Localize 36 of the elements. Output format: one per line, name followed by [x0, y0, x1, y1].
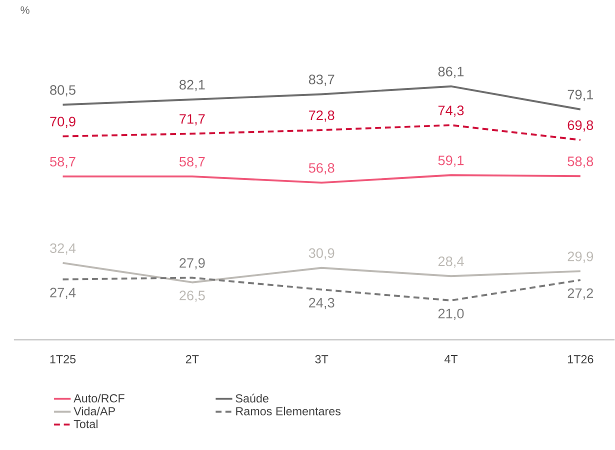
- data-label: 30,9: [308, 248, 334, 260]
- data-label: 21,0: [438, 308, 464, 320]
- x-tick-label: 1T26: [568, 354, 594, 364]
- x-tick-label: 2T: [186, 354, 199, 364]
- data-label: 27,4: [50, 288, 76, 299]
- legend-label: Auto/RCF: [74, 394, 124, 402]
- data-label: 74,3: [438, 105, 464, 117]
- data-label: 26,5: [180, 290, 205, 302]
- data-label: 58,7: [179, 156, 205, 168]
- legend-label: Total: [74, 419, 98, 428]
- data-label: 71,7: [180, 114, 205, 126]
- data-label: 83,7: [308, 74, 334, 86]
- data-label: 86,1: [438, 66, 464, 78]
- x-tick-label: 4T: [444, 354, 458, 363]
- data-label: 70,9: [50, 116, 76, 128]
- data-label: 58,8: [568, 156, 594, 168]
- legend-label: Ramos Elementares: [236, 406, 341, 416]
- text: %: [20, 6, 30, 14]
- legend-label: Vida/AP: [74, 406, 115, 416]
- data-label: 56,8: [308, 162, 334, 174]
- data-label: 24,3: [309, 298, 334, 310]
- data-label: 28,4: [438, 256, 464, 268]
- data-label: 82,1: [180, 80, 205, 92]
- data-label: 29,9: [568, 251, 594, 263]
- x-tick-label: 3T: [315, 354, 328, 364]
- x-tick-label: 1T25: [50, 354, 76, 364]
- legend-label: Saúde: [236, 394, 268, 402]
- data-label: 27,2: [568, 288, 593, 300]
- data-label: 69,8: [568, 120, 594, 132]
- data-label: 58,7: [50, 156, 76, 168]
- data-label: 32,4: [50, 243, 76, 254]
- data-label: 79,1: [568, 90, 594, 101]
- data-label: 72,8: [309, 110, 334, 122]
- data-label: 59,1: [438, 155, 464, 167]
- data-label: 80,5: [50, 85, 76, 96]
- data-label: 27,9: [180, 258, 205, 270]
